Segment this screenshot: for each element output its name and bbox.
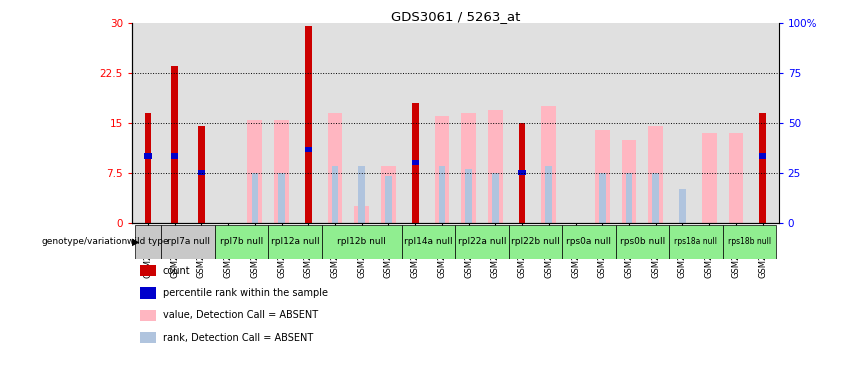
- Bar: [381, 166, 396, 223]
- Bar: [621, 139, 637, 223]
- Bar: [358, 166, 365, 223]
- Bar: [145, 113, 151, 223]
- Bar: [412, 103, 419, 223]
- Text: rpl14a null: rpl14a null: [404, 237, 453, 247]
- Text: rps18a null: rps18a null: [674, 237, 717, 247]
- Bar: [435, 116, 449, 223]
- Bar: [248, 119, 262, 223]
- Bar: [519, 123, 525, 223]
- Bar: [488, 109, 503, 223]
- Text: rpl22b null: rpl22b null: [511, 237, 560, 247]
- Bar: [332, 166, 339, 223]
- Text: rpl12b null: rpl12b null: [337, 237, 386, 247]
- Text: rpl12a null: rpl12a null: [271, 237, 319, 247]
- Text: count: count: [163, 266, 190, 276]
- Text: value, Detection Call = ABSENT: value, Detection Call = ABSENT: [163, 310, 317, 320]
- Bar: [545, 166, 552, 223]
- Text: wild type: wild type: [127, 237, 168, 247]
- Bar: [171, 66, 178, 223]
- Text: rpl7b null: rpl7b null: [220, 237, 263, 247]
- Bar: [386, 176, 391, 223]
- Bar: [679, 189, 686, 223]
- Bar: [162, 225, 214, 259]
- Bar: [728, 133, 743, 223]
- Bar: [354, 206, 369, 223]
- Bar: [653, 173, 659, 223]
- Bar: [492, 173, 499, 223]
- Bar: [595, 129, 609, 223]
- Bar: [268, 225, 322, 259]
- Text: ▶: ▶: [132, 237, 140, 247]
- Bar: [402, 225, 455, 259]
- Text: genotype/variation: genotype/variation: [42, 237, 128, 247]
- Bar: [702, 133, 717, 223]
- Text: rps0a null: rps0a null: [567, 237, 611, 247]
- Text: rpl7a null: rpl7a null: [167, 237, 209, 247]
- Bar: [328, 113, 342, 223]
- Bar: [509, 225, 563, 259]
- Text: rps0b null: rps0b null: [620, 237, 665, 247]
- Bar: [278, 173, 285, 223]
- Bar: [518, 170, 526, 175]
- Bar: [145, 154, 151, 159]
- Text: rank, Detection Call = ABSENT: rank, Detection Call = ABSENT: [163, 333, 313, 343]
- Bar: [615, 225, 669, 259]
- Bar: [412, 160, 419, 166]
- Bar: [541, 106, 557, 223]
- Text: GDS3061 / 5263_at: GDS3061 / 5263_at: [391, 10, 520, 23]
- Bar: [465, 169, 472, 223]
- Bar: [599, 173, 606, 223]
- Bar: [274, 119, 289, 223]
- Bar: [214, 225, 268, 259]
- Bar: [669, 225, 722, 259]
- Bar: [305, 147, 312, 152]
- Text: rpl22a null: rpl22a null: [458, 237, 506, 247]
- Bar: [305, 26, 311, 223]
- Bar: [455, 225, 509, 259]
- Bar: [198, 126, 205, 223]
- Bar: [722, 225, 776, 259]
- Bar: [759, 154, 766, 159]
- Bar: [134, 225, 162, 259]
- Bar: [759, 113, 766, 223]
- Bar: [625, 173, 632, 223]
- Bar: [322, 225, 402, 259]
- Bar: [197, 170, 205, 175]
- Bar: [171, 154, 179, 159]
- Text: percentile rank within the sample: percentile rank within the sample: [163, 288, 328, 298]
- Bar: [648, 126, 663, 223]
- Bar: [438, 166, 445, 223]
- Text: rps18b null: rps18b null: [728, 237, 771, 247]
- Bar: [252, 173, 258, 223]
- Bar: [563, 225, 615, 259]
- Bar: [461, 113, 476, 223]
